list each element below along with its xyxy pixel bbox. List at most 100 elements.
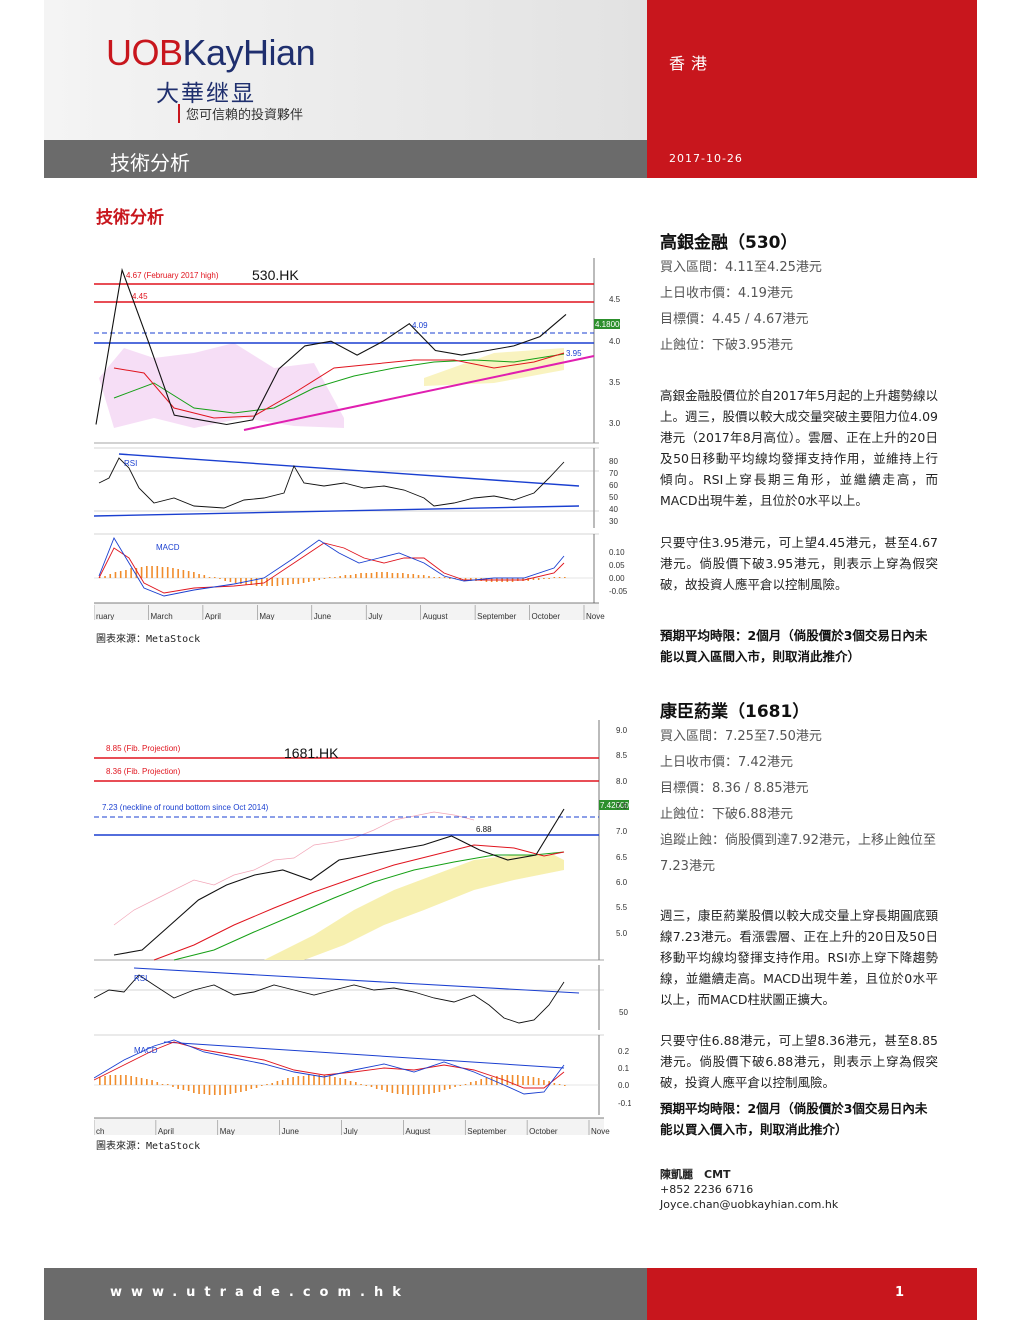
- macd-bar: [109, 1075, 112, 1085]
- macd-bar: [501, 1075, 503, 1085]
- x-tick-label: May: [259, 612, 274, 620]
- last-price-label: 4.18000: [595, 320, 624, 329]
- macd-bar: [417, 1085, 420, 1095]
- stop-loss: 止蝕位：下破3.95港元: [660, 338, 793, 353]
- footer-website-link[interactable]: www.utrade.com.hk: [110, 1285, 410, 1300]
- macd-histogram-1681: [99, 1075, 566, 1095]
- trailing-stop: 追蹤止蝕：倘股價到達7.92港元，上移止蝕位至7.23港元: [660, 833, 936, 874]
- macd-bar: [182, 570, 185, 578]
- report-date: 2017-10-26: [669, 152, 743, 165]
- macd-bar: [245, 1085, 247, 1091]
- macd-bar: [422, 575, 425, 578]
- macd-bar: [151, 566, 153, 578]
- macd-bar: [172, 1085, 174, 1087]
- macd-bar: [355, 574, 357, 578]
- analyst-email[interactable]: Joyce.chan@uobkayhian.com.hk: [660, 1198, 839, 1211]
- macd-bar: [276, 1081, 279, 1085]
- macd-bar: [349, 575, 352, 578]
- annotation-7.23: 7.23 (neckline of round bottom since Oct…: [102, 803, 269, 812]
- macd-bar: [422, 1085, 425, 1094]
- chart-source-1: 圖表來源：MetaStock: [96, 634, 201, 645]
- macd-bar: [511, 1075, 514, 1085]
- brand-tagline: 您可信賴的投資夥伴: [178, 104, 303, 123]
- macd-bar: [99, 1077, 101, 1085]
- macd-bar: [224, 1085, 226, 1095]
- macd-bar: [250, 1085, 253, 1089]
- macd-bar: [302, 1076, 305, 1085]
- macd-bar: [208, 577, 211, 578]
- macd-bar: [522, 1076, 524, 1085]
- macd-bar: [522, 578, 524, 581]
- ytick: 6.0: [616, 878, 628, 887]
- x-axis-1681: ch April May June July August September October…: [94, 1120, 610, 1135]
- macd-bar: [537, 1078, 540, 1085]
- ma50-line-1681: [173, 851, 565, 961]
- annotation-8.85: 8.85 (Fib. Projection): [106, 744, 181, 753]
- macd-bar: [391, 1085, 394, 1093]
- macd-bar: [365, 573, 368, 578]
- macd-bar: [166, 567, 169, 578]
- macd-bar: [240, 1085, 242, 1092]
- macd-bar: [391, 573, 394, 578]
- brand-logo-chinese: 大華继显: [156, 81, 256, 107]
- macd-bar: [334, 1077, 336, 1085]
- macd-bar: [229, 578, 232, 582]
- ma20-line: [113, 352, 565, 419]
- macd-bar: [203, 1085, 206, 1094]
- macd-line: [98, 536, 565, 597]
- macd-bar: [527, 578, 530, 581]
- macd-bar: [193, 572, 195, 578]
- macd-bar: [130, 568, 132, 578]
- rsi-tick: 50: [609, 493, 618, 502]
- macd-bar: [438, 1085, 441, 1092]
- ichimoku-cloud: [99, 343, 344, 428]
- macd-bar: [271, 1083, 274, 1085]
- x-tick-label: July: [368, 612, 382, 620]
- macd-bar: [339, 576, 341, 578]
- annotation-3.95: 3.95: [566, 349, 582, 358]
- x-tick-label: May: [220, 1127, 235, 1135]
- ytick: 7.5: [616, 802, 628, 811]
- macd-line-1681: [94, 1039, 565, 1095]
- ytick: 8.0: [616, 777, 628, 786]
- chart-source-2: 圖表來源：MetaStock: [96, 1141, 201, 1152]
- x-tick-label: October: [532, 612, 561, 620]
- price-line-1681: [113, 808, 565, 956]
- macd-bar: [433, 577, 435, 578]
- ytick: 3.0: [609, 419, 621, 428]
- macd-bar: [260, 1085, 263, 1086]
- macd-bar: [375, 572, 378, 578]
- macd-bar: [114, 1075, 117, 1085]
- macd-tick: 0.00: [609, 574, 625, 583]
- stop-loss: 止蝕位：下破6.88港元: [660, 807, 793, 822]
- macd-bar: [454, 1085, 456, 1087]
- ytick: 9.0: [616, 726, 628, 735]
- macd-bar: [496, 1076, 498, 1085]
- macd-bar: [386, 572, 388, 578]
- macd-bar: [433, 1085, 435, 1093]
- macd-bar: [469, 578, 472, 581]
- macd-bar: [527, 1076, 530, 1085]
- macd-bar: [543, 578, 545, 579]
- buy-range: 買入區間：7.25至7.50港元: [660, 729, 822, 744]
- annotation-6.88: 6.88: [476, 825, 492, 834]
- rsi-label: RSI: [134, 974, 147, 983]
- macd-bar: [428, 576, 430, 578]
- macd-bar: [234, 578, 237, 583]
- macd-bar: [360, 1084, 362, 1085]
- macd-bar: [407, 574, 409, 578]
- analysis-530: 高銀金融股價位於自2017年5月起的上升趨勢線以上。週三，股價以較大成交量突破主…: [660, 388, 938, 508]
- macd-bar: [213, 1085, 216, 1095]
- holding-period-1681: 預期平均時限：2個月（倘股價於3個交易日內未能以買入價入市，則取消此推介）: [660, 1101, 928, 1137]
- macd-bar: [109, 574, 112, 578]
- macd-bar: [558, 577, 561, 578]
- macd-bar: [219, 1085, 221, 1095]
- macd-bar: [449, 578, 451, 579]
- target-price: 目標價：4.45 / 4.67港元: [660, 312, 809, 327]
- x-tick-label: March: [150, 612, 172, 620]
- macd-bar: [166, 1084, 169, 1085]
- macd-bar: [193, 1085, 195, 1093]
- macd-bar: [187, 571, 190, 578]
- section-title: 技術分析: [96, 208, 164, 228]
- last-price-label: 7.42000: [600, 801, 629, 810]
